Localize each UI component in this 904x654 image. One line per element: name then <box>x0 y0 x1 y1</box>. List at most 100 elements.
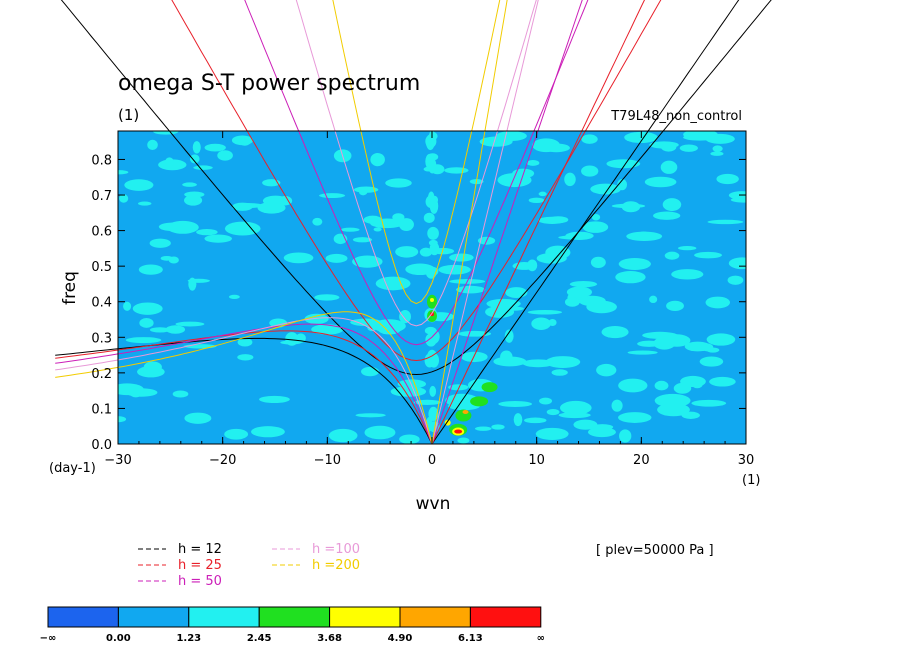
colorbar-swatch <box>329 606 401 628</box>
contour-patch <box>500 350 513 364</box>
contour-patch <box>663 334 691 347</box>
contour-patch <box>398 218 414 231</box>
contour-patch <box>363 215 382 224</box>
contour-patch <box>526 160 540 166</box>
contour-patch <box>627 350 658 355</box>
contour-patch <box>429 198 439 214</box>
contour-patch <box>581 134 598 144</box>
contour-patch <box>582 221 609 233</box>
contour-patch <box>283 252 314 264</box>
contour-patch <box>531 317 551 330</box>
contour-patch <box>419 247 433 257</box>
contour-patch <box>424 326 437 335</box>
contour-patch-high <box>462 409 469 414</box>
contour-patch-high <box>430 297 434 302</box>
contour-patch <box>119 194 129 203</box>
legend-label: h = 12 <box>178 542 222 557</box>
contour-patch <box>596 363 617 377</box>
contour-patch <box>524 417 547 424</box>
contour-patch <box>649 295 658 304</box>
colorbar-swatch <box>469 606 542 628</box>
contour-patch <box>618 378 648 393</box>
colorbar-swatch <box>188 606 260 628</box>
igw-curve-100 <box>295 0 537 327</box>
contour-patch <box>461 351 488 363</box>
contour-patch <box>428 267 439 276</box>
contour-patch <box>237 354 254 361</box>
contour-patch <box>350 318 382 327</box>
colorbar-label: 2.45 <box>247 633 272 644</box>
contour-patch <box>707 219 744 225</box>
contour-patch <box>364 425 396 440</box>
contour-patch <box>505 287 528 299</box>
contour-patch <box>474 426 492 431</box>
contour-patch <box>569 280 598 288</box>
contour-patch <box>551 369 568 376</box>
contour-patch <box>727 275 744 285</box>
igw-curve-50 <box>244 0 589 346</box>
contour-patch <box>123 301 132 311</box>
contour-patch <box>527 309 563 315</box>
contour-patch <box>143 361 162 373</box>
y-tick-label: 0.6 <box>91 225 112 240</box>
contour-patch <box>619 429 632 443</box>
kelvin-curve-100 <box>431 0 539 445</box>
contour-patch <box>257 202 286 214</box>
contour-patch <box>390 386 427 397</box>
contour-patch <box>654 380 669 391</box>
legend-label: h = 50 <box>178 574 222 589</box>
contour-patch <box>175 321 205 327</box>
contour-patch <box>137 201 152 206</box>
contour-patch <box>217 150 233 161</box>
contour-patch <box>311 324 344 335</box>
contour-patch <box>189 154 200 164</box>
colorbar: −∞ 0.00 1.23 2.45 3.68 4.90 6.13 ∞ <box>40 606 545 644</box>
contour-patch <box>125 388 158 397</box>
colorbar-label: ∞ <box>537 633 545 644</box>
contour-patch <box>618 258 651 270</box>
run-label: T79L48_non_control <box>610 109 742 124</box>
contour-patch <box>448 384 469 391</box>
contour-patch <box>546 358 572 364</box>
colorbar-label: 3.68 <box>317 633 342 644</box>
contour-patch <box>182 182 197 187</box>
contour-patch <box>498 400 533 407</box>
contour-patch <box>172 390 189 398</box>
y-unit-label: (day-1) <box>49 461 96 476</box>
y-tick-label: 0.1 <box>91 402 112 417</box>
contour-patch <box>706 333 736 346</box>
x-tick-label: 30 <box>738 453 755 468</box>
contour-patch <box>559 400 592 415</box>
kelvin-curve-50 <box>431 0 583 445</box>
contour-patch <box>373 227 382 232</box>
colorbar-swatch <box>117 606 190 628</box>
contour-patch <box>228 294 240 299</box>
contour-patch <box>558 412 591 419</box>
contour-patch <box>149 238 171 248</box>
contour-patch <box>691 399 727 407</box>
contour-patch <box>204 143 226 152</box>
contour-patch <box>591 213 601 221</box>
contour-patch <box>637 340 662 347</box>
contour-patch <box>395 246 419 258</box>
legend-label: h =200 <box>312 558 360 573</box>
contour-patch <box>618 412 652 423</box>
contour-patch-high <box>481 382 498 393</box>
colorbar-label: 1.23 <box>176 633 201 644</box>
contour-patch <box>701 343 714 352</box>
contour-patch <box>532 138 561 153</box>
colorbar-label: −∞ <box>40 633 57 644</box>
contour-patch <box>314 294 340 301</box>
colorbar-swatch <box>399 606 471 628</box>
contour-patch <box>312 217 323 226</box>
contour-patch <box>196 228 218 236</box>
contour-patch-high <box>470 396 489 407</box>
y-tick-label: 0.4 <box>91 296 112 311</box>
contour-patch <box>168 256 179 264</box>
contour-patch <box>423 212 435 223</box>
contour-patch <box>712 145 723 152</box>
contour-patch <box>429 385 437 397</box>
contour-patch <box>522 359 554 368</box>
contour-patch <box>325 253 348 263</box>
